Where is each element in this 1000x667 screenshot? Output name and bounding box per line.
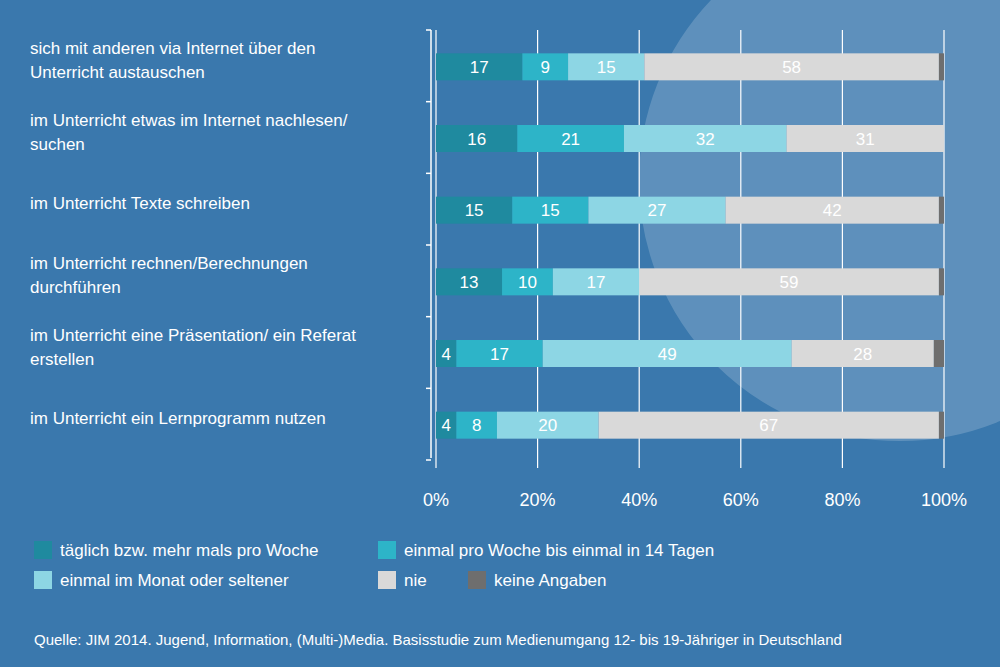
grid-line [740,30,741,468]
data-label: 28 [853,345,872,364]
legend-label: täglich bzw. mehr mals pro Woche [60,541,319,560]
bar-segment [644,53,939,80]
data-label: 20 [538,416,557,435]
legend-label: einmal pro Woche bis einmal in 14 Tagen [404,541,714,560]
bar-segment [436,268,502,295]
bar-segment [588,197,725,224]
grid-line [842,30,843,468]
tick-label: 60% [723,490,759,510]
data-label: 67 [759,416,778,435]
tick-label: 40% [621,490,657,510]
data-label: 15 [465,201,484,220]
bar-segment [787,125,944,152]
category-label: im Unterricht rechnen/Berechnungen durch… [30,252,375,300]
grid-line [537,30,538,468]
bar-segment [639,268,939,295]
category-label: sich mit anderen via Internet über den U… [30,37,375,85]
data-label: 17 [490,345,509,364]
grid-line [639,30,640,468]
source: Quelle: JIM 2014. Jugend, Information, (… [34,631,842,648]
data-label: 16 [467,130,486,149]
legend-swatch [378,541,396,559]
data-label: 49 [658,345,677,364]
bar-segment [436,125,517,152]
data-label: 42 [823,201,842,220]
bar-segment [436,412,456,439]
data-label: 31 [856,130,875,149]
data-label: 58 [782,58,801,77]
bar-segment [568,53,644,80]
bar-segment [543,340,792,367]
legend-label: einmal im Monat oder seltener [60,571,289,590]
category-tick [426,388,431,390]
tick-label: 80% [824,490,860,510]
bar-segment [456,340,542,367]
data-label: 4 [441,416,450,435]
grid [436,30,944,468]
data-label: 59 [780,273,799,292]
data-label: 15 [541,201,560,220]
legend-label: nie [404,571,427,590]
bars [436,53,944,438]
data-label: 15 [597,58,616,77]
data-label: 8 [472,416,481,435]
tick-label: 0% [423,490,449,510]
bar-segment [939,53,944,80]
grid-line [435,30,436,468]
bar-segment [497,412,599,439]
bar-segment [502,268,553,295]
legend: täglich bzw. mehr mals pro Woche einmal p… [34,541,714,590]
bar-segment [436,53,522,80]
bar-segment [944,125,945,152]
tick-label: 100% [921,490,967,510]
category-label: im Unterricht etwas im Internet nachlese… [30,109,375,157]
category-tick [426,316,431,318]
category-tick [426,173,431,175]
data-label: 4 [441,345,450,364]
bar-segment [792,340,934,367]
category-label: im Unterricht Texte schreiben [30,192,375,216]
bar-segment [624,125,787,152]
tick-label: 20% [520,490,556,510]
legend-swatch [34,541,52,559]
legend-swatch [378,571,396,589]
data-label: 17 [470,58,489,77]
data-label: 10 [518,273,537,292]
bar-segment [456,412,497,439]
category-tick [426,244,431,246]
bar-segment [522,53,568,80]
data-label: 21 [561,130,580,149]
bar-segment [939,197,944,224]
bar-segment [939,412,944,439]
bar-segment [517,125,624,152]
category-axis [430,30,432,458]
category-tick [426,29,431,31]
data-label: 13 [460,273,479,292]
data-label: 9 [540,58,549,77]
category-label: im Unterricht ein Lernprogramm nutzen [30,407,375,431]
legend-swatch [34,571,52,589]
bar-segment [553,268,639,295]
bar-segment [512,197,588,224]
legend-label: keine Angaben [494,571,607,590]
bar-segment [939,268,944,295]
bar-segment [436,197,512,224]
data-label: 27 [648,201,667,220]
grid-line [943,30,944,468]
data-labels: 17 9 15 58 16 21 32 31 15 15 27 42 13 10 17 59 4 17 49 28 4 8… [441,58,874,435]
data-label: 32 [696,130,715,149]
category-tick [426,459,431,461]
data-label: 17 [587,273,606,292]
bar-segment [726,197,939,224]
bar-segment [436,340,456,367]
bar-segment [599,412,939,439]
category-label: im Unterricht eine Präsentation/ ein Ref… [30,324,375,372]
category-tick [426,101,431,103]
legend-swatch [468,571,486,589]
bar-segment [934,340,944,367]
